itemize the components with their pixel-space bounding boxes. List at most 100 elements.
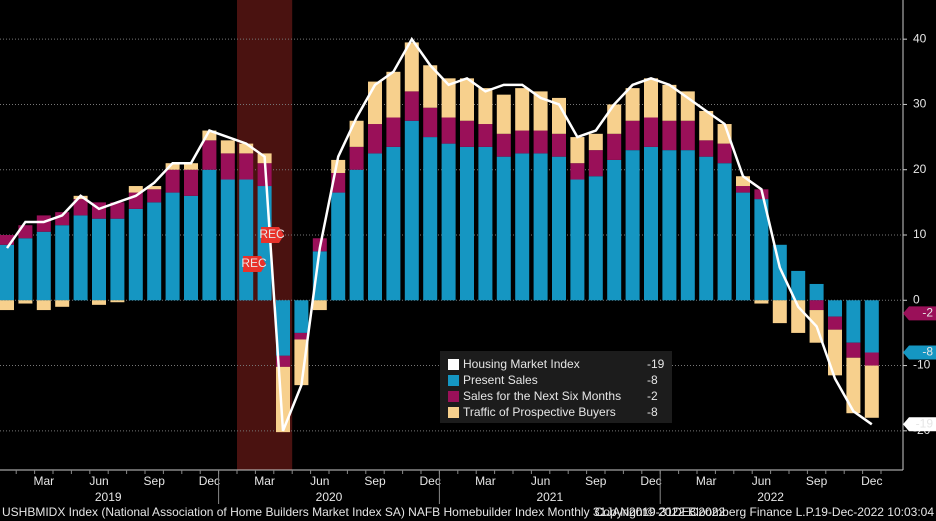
bar xyxy=(625,88,640,121)
bar xyxy=(809,300,824,311)
footer-copyright: Copyright© 2022 Bloomberg Finance L.P. xyxy=(595,505,816,519)
bar xyxy=(644,78,658,118)
bar xyxy=(239,179,254,301)
bar xyxy=(147,186,162,190)
x-group-label: 2021 xyxy=(536,490,563,504)
bar xyxy=(294,332,309,340)
x-tick-label: Jun xyxy=(310,474,329,488)
bar xyxy=(349,169,364,301)
legend-value: -2 xyxy=(647,389,658,403)
annotation: REC xyxy=(241,256,267,270)
bar xyxy=(625,120,640,151)
bar xyxy=(128,186,143,193)
bar xyxy=(92,218,106,301)
bar xyxy=(478,146,493,301)
line xyxy=(5,36,873,432)
x-tick-label: Mar xyxy=(696,474,717,488)
last-value-badge xyxy=(903,306,936,321)
bar xyxy=(147,189,162,203)
bar xyxy=(36,215,51,232)
y-tick-label: 40 xyxy=(913,31,927,45)
y-tick-label: 20 xyxy=(913,162,927,176)
bar xyxy=(588,176,603,301)
legend-label: Sales for the Next Six Months xyxy=(463,389,621,403)
bar xyxy=(570,163,585,180)
bar xyxy=(552,97,566,134)
bar xyxy=(496,133,511,157)
bar xyxy=(404,91,419,121)
footer-time: 19-Dec-2022 10:03:04 xyxy=(815,505,935,519)
bar xyxy=(276,355,290,367)
bar xyxy=(864,365,879,418)
last-value-label: -2 xyxy=(922,306,933,320)
bar xyxy=(588,150,603,177)
bar xyxy=(36,300,51,311)
bar xyxy=(368,81,382,125)
bar xyxy=(220,140,235,154)
bar xyxy=(478,124,493,147)
bar xyxy=(846,342,861,358)
bar xyxy=(864,300,879,353)
last-value-label: -19 xyxy=(916,416,934,430)
bar xyxy=(73,215,88,301)
bar xyxy=(478,88,493,125)
bar xyxy=(220,179,235,301)
bar xyxy=(404,120,419,301)
bar xyxy=(533,130,548,154)
bar xyxy=(276,300,290,356)
bar xyxy=(368,124,382,154)
x-tick-label: Dec xyxy=(199,474,220,488)
bar xyxy=(312,300,327,311)
bar xyxy=(515,153,530,301)
bar xyxy=(165,169,180,193)
bar xyxy=(846,357,861,414)
last-value-badge xyxy=(903,345,936,360)
bar xyxy=(515,130,530,154)
bar xyxy=(625,150,640,301)
bar xyxy=(110,218,125,301)
bar xyxy=(368,153,382,301)
legend-box xyxy=(440,351,672,423)
bar xyxy=(809,283,824,301)
bar xyxy=(312,251,327,301)
bar xyxy=(828,316,842,330)
bar xyxy=(184,169,198,196)
bar xyxy=(717,143,732,164)
legend-label: Present Sales xyxy=(463,373,538,387)
bar xyxy=(128,208,143,301)
bar xyxy=(92,300,106,305)
annotation-marker xyxy=(261,227,284,243)
x-tick-label: Sep xyxy=(806,474,828,488)
bar xyxy=(220,153,235,180)
bar xyxy=(110,300,125,303)
bar xyxy=(239,143,254,154)
bar xyxy=(828,300,842,317)
bar xyxy=(736,176,750,187)
bar xyxy=(331,192,346,301)
bar xyxy=(772,244,787,301)
bar xyxy=(791,300,806,333)
legend-value: -8 xyxy=(647,405,658,419)
bar xyxy=(165,163,180,170)
bar xyxy=(662,84,677,121)
last-value-badge xyxy=(903,417,936,432)
bar xyxy=(423,137,438,301)
bar xyxy=(754,300,769,304)
bar xyxy=(460,120,474,147)
bar xyxy=(754,199,769,301)
bar xyxy=(699,156,714,301)
bar xyxy=(18,238,33,301)
bar xyxy=(644,117,658,147)
legend-swatch xyxy=(448,407,459,418)
bar xyxy=(717,124,732,144)
bar xyxy=(864,352,879,366)
bar xyxy=(184,163,198,170)
bar xyxy=(699,110,714,141)
y-tick-label: 30 xyxy=(913,97,927,111)
bar xyxy=(552,133,566,157)
bar xyxy=(662,120,677,151)
bar xyxy=(533,91,548,131)
x-tick-label: Jun xyxy=(752,474,771,488)
x-tick-label: Jun xyxy=(531,474,550,488)
bar xyxy=(294,300,309,333)
